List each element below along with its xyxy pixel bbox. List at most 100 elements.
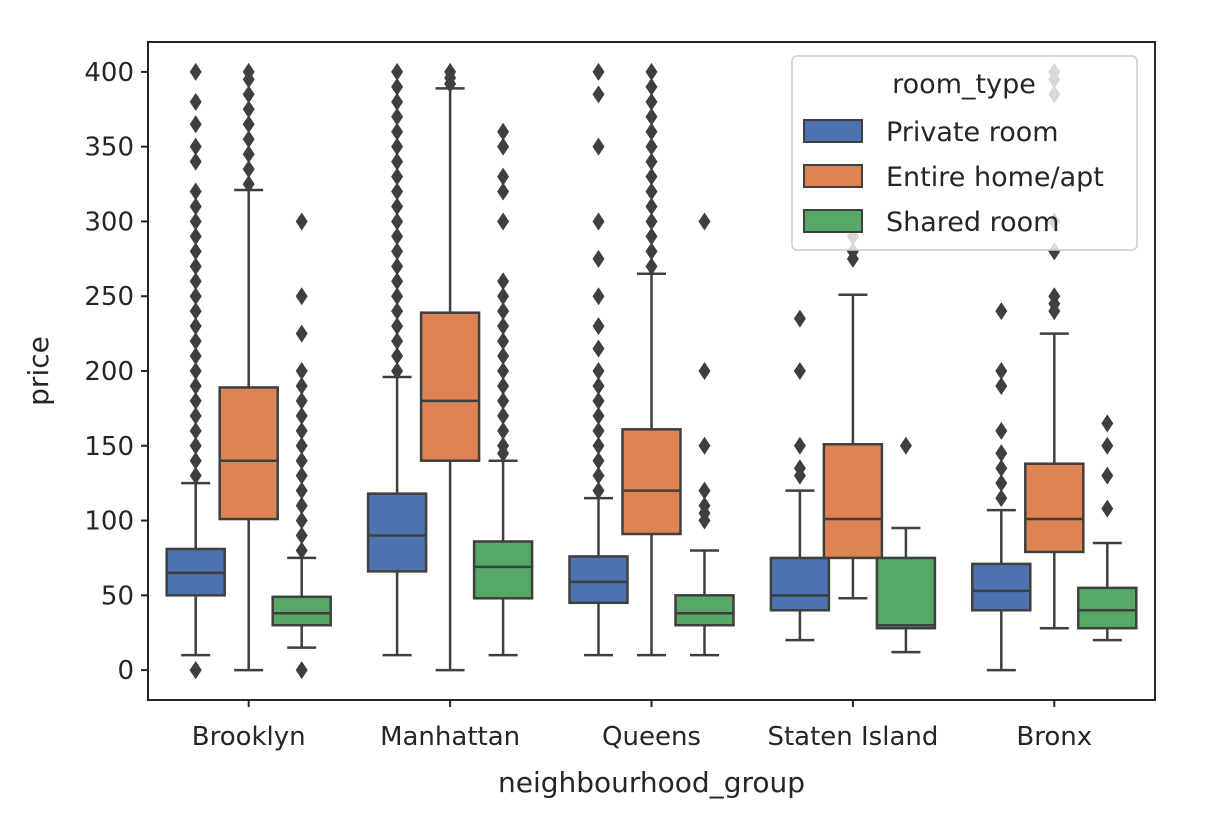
x-tick-label: Staten Island (767, 722, 938, 752)
box-iqr (419, 311, 481, 462)
flier-point (645, 182, 658, 201)
y-tick-label: 200 (84, 357, 134, 387)
flier-point (592, 362, 605, 380)
box-iqr (621, 428, 682, 536)
flier-point (295, 451, 308, 470)
flier-point (592, 376, 605, 395)
flier-point (1101, 466, 1114, 485)
flier-point (592, 436, 605, 455)
flier-point (295, 421, 308, 440)
flier-point (189, 376, 202, 395)
flier-point (592, 466, 605, 485)
flier-point (645, 137, 658, 156)
flier-point (645, 152, 658, 171)
flier-point (189, 391, 202, 410)
box-manhattan-shared-room (472, 122, 534, 657)
flier-point (592, 287, 605, 306)
flier-point (189, 227, 202, 246)
flier-point (497, 347, 510, 366)
flier-point (189, 115, 202, 134)
flier-point (391, 287, 404, 306)
flier-point (189, 152, 202, 171)
box-iqr (971, 562, 1032, 612)
flier-point (391, 122, 404, 141)
flier-point (793, 459, 806, 478)
flier-point (391, 62, 404, 81)
flier-point (295, 406, 308, 425)
flier-point (592, 212, 605, 231)
flier-point (698, 496, 711, 515)
flier-point (592, 421, 605, 440)
y-tick-label: 400 (84, 58, 134, 88)
flier-point (497, 406, 510, 425)
flier-point (189, 62, 202, 81)
box-queens-shared-room (674, 212, 735, 657)
flier-point (391, 137, 404, 156)
flier-point (295, 376, 308, 395)
flier-point (645, 197, 658, 216)
flier-point (189, 272, 202, 291)
box-iqr (822, 443, 884, 560)
flier-point (592, 451, 605, 470)
flier-point (645, 92, 658, 111)
flier-point (391, 302, 404, 321)
flier-point (497, 122, 510, 141)
flier-point (645, 122, 658, 141)
box-manhattan-private-room (366, 62, 428, 657)
flier-point (189, 661, 202, 680)
box-bronx-shared-room (1077, 414, 1138, 642)
flier-point (645, 107, 658, 126)
flier-point (995, 362, 1008, 380)
box-iqr (1024, 462, 1085, 554)
flier-point (189, 317, 202, 336)
flier-point (497, 317, 510, 336)
flier-point (995, 302, 1008, 321)
flier-point (295, 496, 308, 515)
flier-point (1101, 499, 1114, 518)
box-brooklyn-private-room (165, 62, 226, 680)
y-tick-label: 50 (101, 581, 134, 611)
flier-point (391, 242, 404, 261)
y-tick-label: 250 (84, 282, 134, 312)
flier-point (295, 526, 308, 545)
y-tick-label: 300 (84, 207, 134, 237)
flier-point (189, 242, 202, 261)
flier-point (995, 444, 1008, 463)
y-tick-label: 350 (84, 133, 134, 163)
flier-point (189, 362, 202, 380)
y-tick-label: 100 (84, 507, 134, 537)
flier-point (592, 481, 605, 500)
flier-point (698, 481, 711, 500)
flier-point (391, 167, 404, 186)
box-iqr (472, 540, 534, 600)
x-axis-label: neighbourhood_group (498, 766, 805, 799)
flier-point (698, 212, 711, 231)
flier-point (1101, 414, 1114, 433)
legend-label: Shared room (886, 207, 1059, 238)
flier-point (295, 212, 308, 231)
y-tick-label: 150 (84, 432, 134, 462)
legend-swatch (803, 119, 863, 143)
legend-swatch (803, 209, 863, 233)
box-iqr (218, 386, 279, 521)
flier-point (497, 362, 510, 380)
flier-point (391, 92, 404, 111)
legend-label: Private room (886, 117, 1059, 148)
flier-point (645, 62, 658, 81)
flier-point (391, 332, 404, 351)
box-queens-private-room (568, 62, 629, 657)
flier-point (189, 287, 202, 306)
flier-point (592, 391, 605, 410)
box-bronx-private-room (971, 302, 1032, 672)
flier-point (391, 152, 404, 171)
flier-point (497, 302, 510, 321)
box-iqr (366, 492, 428, 573)
flier-point (391, 182, 404, 201)
flier-point (295, 362, 308, 380)
box-staten-island-private-room (769, 309, 831, 642)
box-brooklyn-entire-home-apt (218, 62, 279, 672)
flier-point (242, 130, 255, 149)
box-iqr (568, 555, 629, 605)
flier-point (592, 249, 605, 268)
